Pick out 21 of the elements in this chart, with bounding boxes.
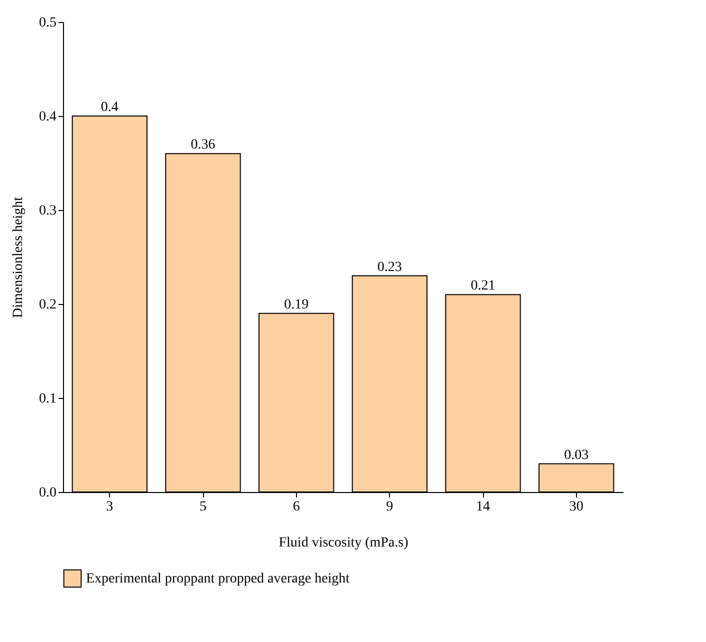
y-tick-label: 0.1 bbox=[39, 392, 56, 406]
data-label: 0.4 bbox=[100, 100, 118, 115]
y-tick-label: 0.5 bbox=[39, 16, 56, 30]
x-tick-label: 14 bbox=[476, 500, 490, 514]
data-label: 0.21 bbox=[470, 278, 496, 294]
x-axis-title: Fluid viscosity (mPa.s) bbox=[278, 536, 409, 550]
x-tick-label: 30 bbox=[569, 500, 584, 514]
data-label: 0.23 bbox=[377, 260, 402, 275]
y-tick-label: 0.4 bbox=[39, 110, 56, 124]
y-tick-label: 0.2 bbox=[39, 298, 56, 312]
data-label: 0.36 bbox=[190, 138, 216, 153]
data-label: 0.19 bbox=[284, 297, 309, 312]
x-tick-label: 6 bbox=[292, 500, 300, 514]
x-tick-label: 3 bbox=[106, 500, 114, 514]
x-tick-label: 5 bbox=[200, 500, 206, 514]
y-tick-label: 0.0 bbox=[39, 486, 56, 500]
y-tick-label: 0.3 bbox=[39, 204, 56, 218]
y-axis-title: Dimensionless height bbox=[11, 196, 26, 318]
legend-label: Experimental proppant propped average height bbox=[86, 572, 350, 586]
x-tick-label: 9 bbox=[386, 500, 394, 514]
data-label: 0.03 bbox=[564, 448, 589, 463]
